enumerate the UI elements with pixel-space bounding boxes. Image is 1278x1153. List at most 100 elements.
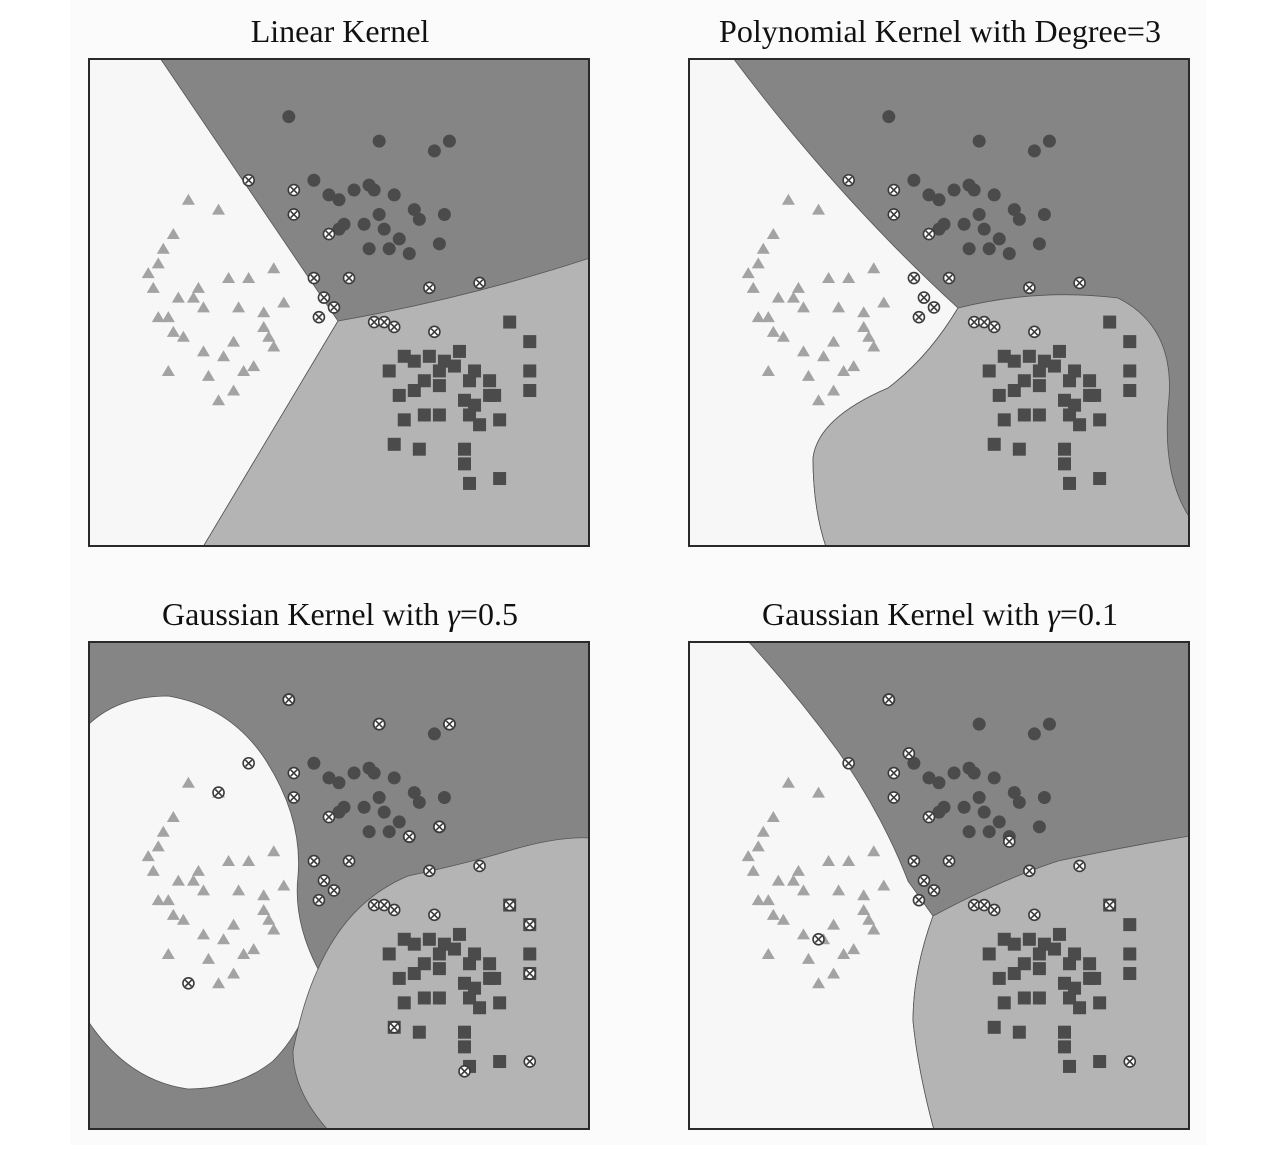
square-marker [468,398,482,412]
triangle-marker [786,291,800,303]
square-marker [422,932,436,946]
support-vector-marker [927,301,941,314]
support-vector-marker [977,315,991,329]
square-marker [412,442,426,456]
circle-marker [932,193,946,207]
square-marker [1052,927,1066,941]
triangle-marker [857,889,871,901]
circle-marker [1032,237,1046,251]
triangle-marker [771,874,785,886]
circle-marker [987,771,1001,785]
support-vector-marker [377,315,391,329]
triangle-marker [867,262,881,274]
circle-marker [1007,786,1021,800]
support-vector-marker [242,756,255,770]
support-vector-marker [327,884,341,897]
square-marker [1093,472,1107,486]
square-marker [997,996,1011,1010]
circle-marker [377,222,391,236]
circle-marker [382,242,396,256]
square-marker [1037,937,1051,951]
square-marker [1068,364,1082,378]
square-marker [987,437,1001,451]
triangle-marker [267,845,281,857]
support-vector-marker [907,854,921,868]
square-marker [458,393,471,407]
square-marker [1103,315,1117,329]
title-symbol: γ [1047,596,1060,632]
square-marker [1123,947,1137,961]
triangle-marker [196,884,210,896]
support-vector-marker [907,271,921,285]
support-vector-marker [887,183,901,197]
square-marker [1007,354,1021,368]
plot-frame [688,641,1190,1130]
circle-marker [442,134,456,148]
circle-marker [372,134,386,148]
circle-marker [992,232,1006,246]
triangle-marker [867,340,881,352]
plot-frame [688,58,1190,547]
panel-title: Gaussian Kernel with γ=0.1 [688,589,1192,639]
support-vector-marker [312,893,326,907]
support-vector-marker [458,1065,471,1078]
circle-marker [992,815,1006,829]
square-marker [1123,918,1137,932]
triangle-marker [232,301,246,313]
triangle-marker [746,281,760,293]
triangle-marker [217,933,231,945]
circle-marker [402,247,416,261]
square-marker [458,442,471,456]
circle-marker [907,756,921,770]
circle-marker [987,188,1001,202]
triangle-marker [776,330,790,342]
support-vector-marker [523,1055,537,1068]
triangle-marker [791,864,805,876]
series-circle [282,110,456,261]
square-marker [432,364,446,378]
circle-marker [412,212,426,226]
scatter-plot-linear [88,58,590,547]
square-marker [483,971,497,985]
triangle-marker [166,325,180,337]
square-marker [463,408,477,422]
square-marker [437,937,451,951]
square-marker [1047,359,1061,373]
square-marker [432,408,446,422]
square-marker [1017,957,1031,971]
circle-marker [972,717,986,731]
support-vector-marker [307,271,321,285]
support-vector-marker [1002,835,1016,848]
triangle-marker [156,825,170,837]
triangle-marker [761,894,775,906]
triangle-marker [761,311,775,323]
panel-title: Gaussian Kernel with γ=0.5 [88,589,592,639]
square-marker [493,413,507,427]
square-marker [407,384,421,398]
square-marker [1032,408,1046,422]
triangle-marker [796,884,810,896]
panel-title: Linear Kernel [88,6,592,56]
support-vector-marker [977,898,991,912]
support-vector-marker [287,183,301,197]
square-marker [1093,996,1107,1010]
series-support-vector [242,173,486,339]
square-marker [447,942,461,956]
circle-marker [347,766,361,780]
support-vector-marker [1028,325,1041,339]
title-text: Linear Kernel [250,13,430,49]
support-vector-marker [212,786,225,799]
triangle-marker [166,228,180,240]
square-marker [1017,408,1031,422]
triangle-marker [242,855,256,867]
triangle-marker [262,913,276,925]
support-vector-marker [812,932,825,946]
circle-marker [382,825,396,839]
triangle-marker [141,267,155,279]
circle-marker [967,183,981,197]
square-marker [412,1025,426,1039]
support-vector-marker [1103,898,1116,912]
square-marker [468,947,482,961]
triangle-marker [812,977,826,989]
circle-marker [367,183,381,197]
